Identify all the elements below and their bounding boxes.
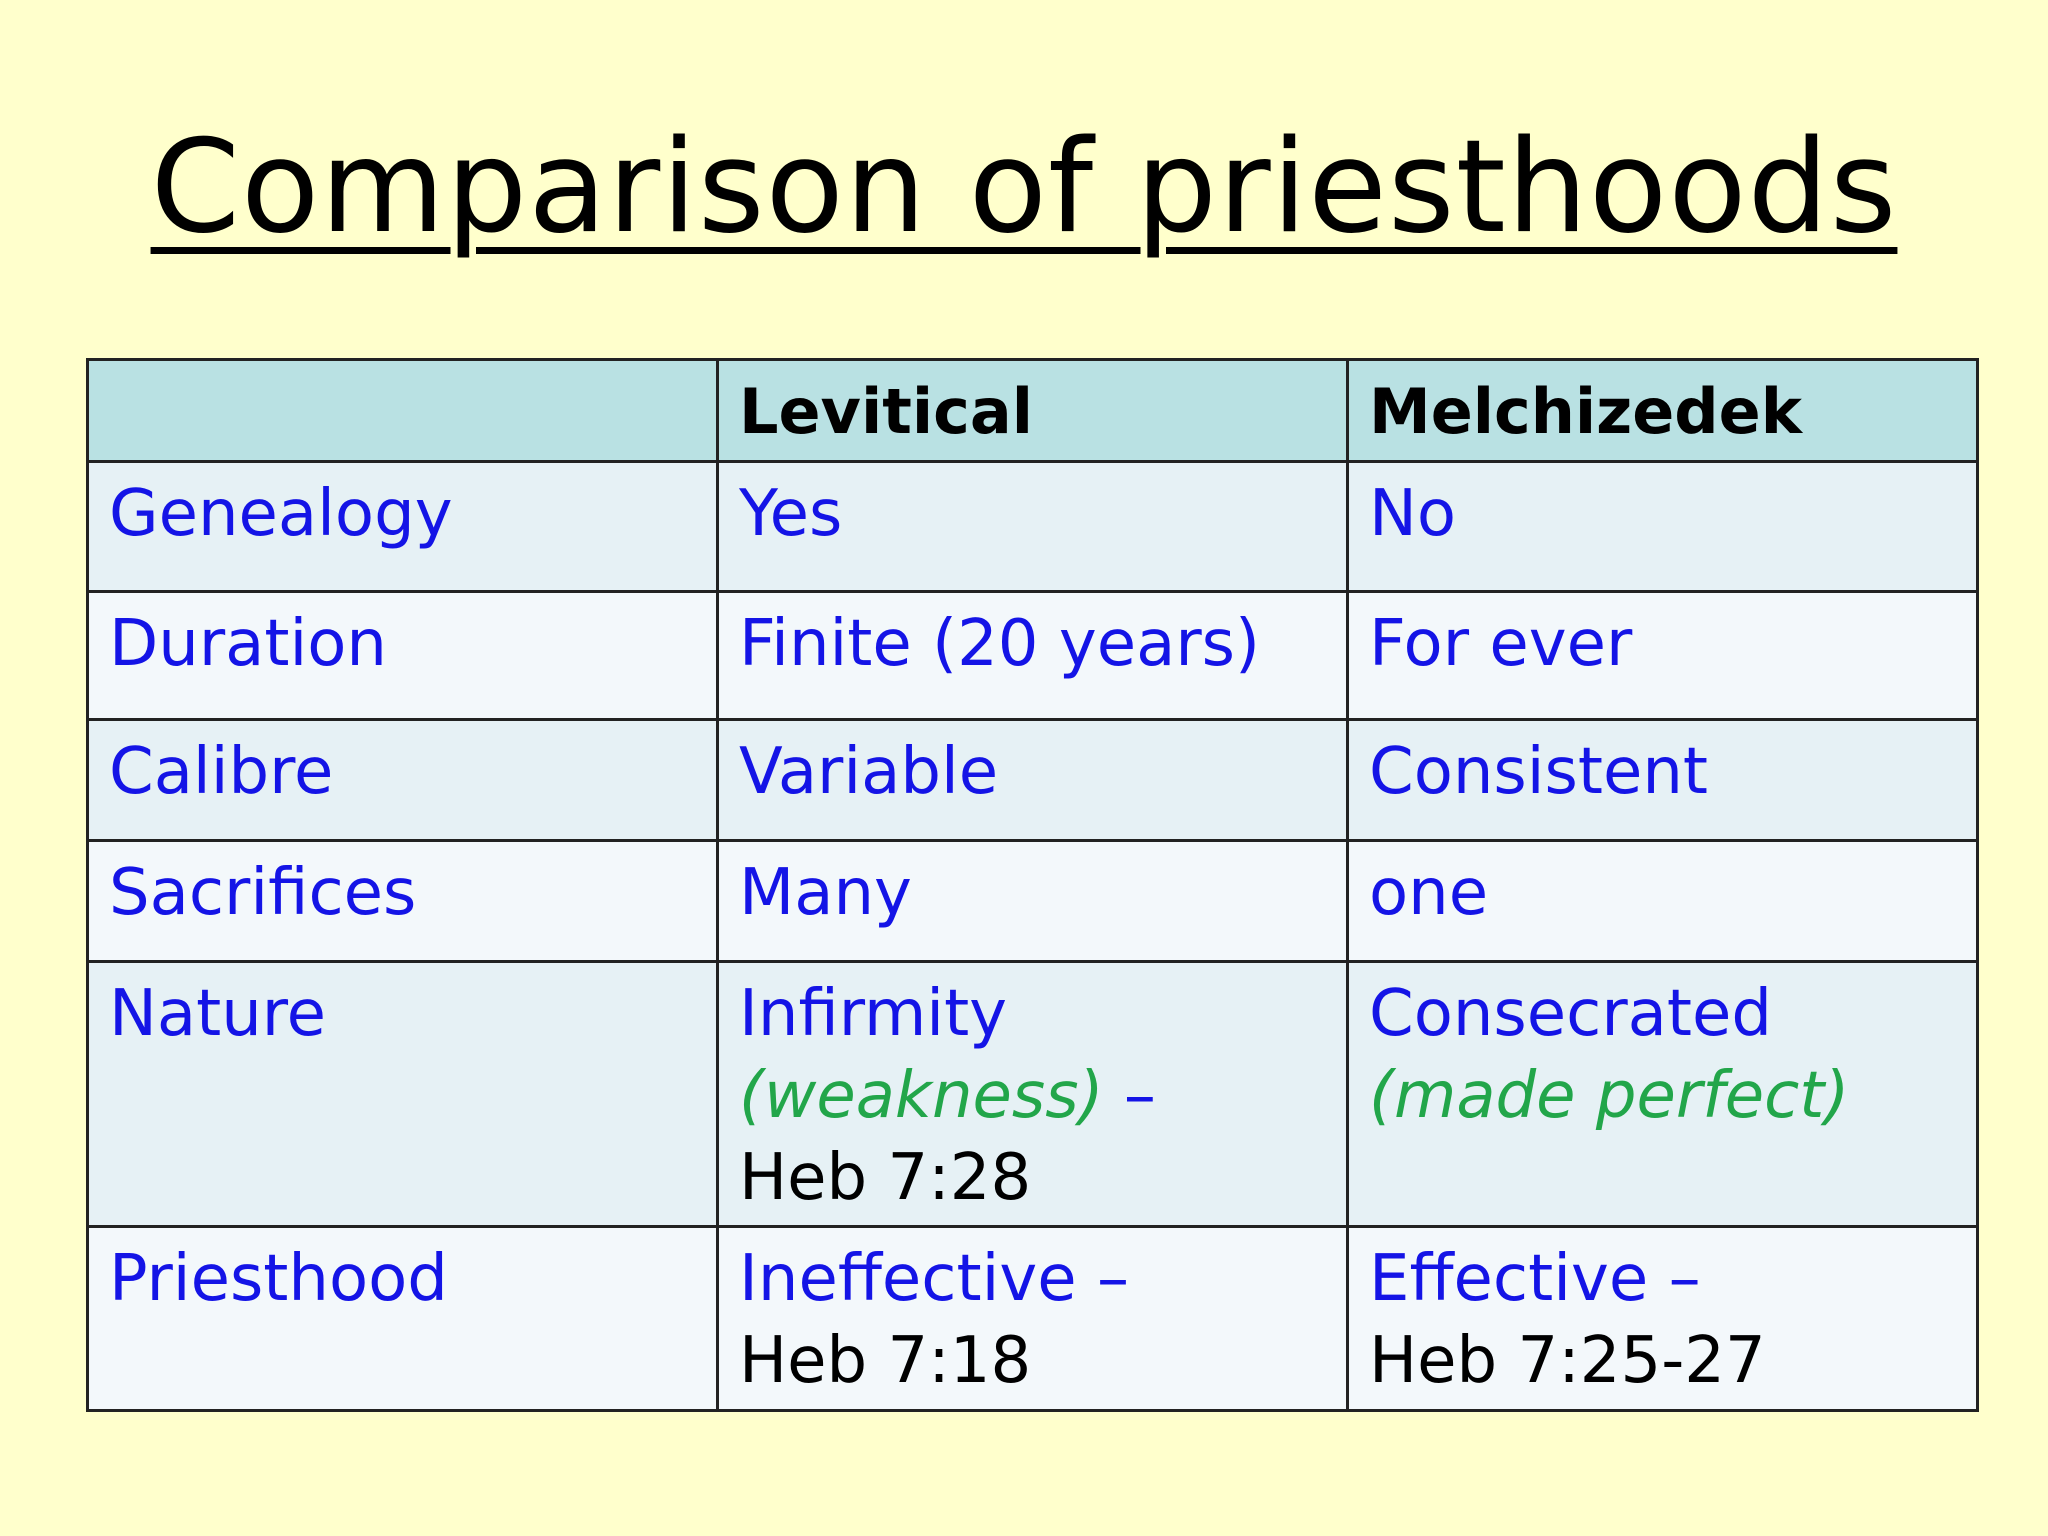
levitical-cell: Yes bbox=[716, 460, 1349, 593]
melchizedek-cell: Effective – Heb 7:25-27 bbox=[1346, 1225, 1979, 1412]
table-row-genealogy: Genealogy Yes No bbox=[86, 460, 1979, 593]
levitical-reference: Heb 7:18 bbox=[739, 1324, 1032, 1398]
row-label: Calibre bbox=[86, 718, 719, 842]
comparison-table: Levitical Melchizedek Genealogy Yes No D… bbox=[86, 358, 1979, 1412]
levitical-main-text: Infirmity bbox=[739, 977, 1008, 1051]
levitical-reference: Heb 7:28 bbox=[739, 1141, 1032, 1215]
slide-title: Comparison of priesthoods bbox=[0, 118, 2048, 258]
melchizedek-main-text: Effective – bbox=[1369, 1242, 1701, 1316]
table-row-sacrifices: Sacrifices Many one bbox=[86, 839, 1979, 963]
row-label: Genealogy bbox=[86, 460, 719, 593]
levitical-cell: Infirmity (weakness) – Heb 7:28 bbox=[716, 960, 1349, 1228]
levitical-cell: Variable bbox=[716, 718, 1349, 842]
levitical-note-text: (weakness) bbox=[739, 1059, 1104, 1133]
slide-title-text: Comparison of priesthoods bbox=[150, 113, 1898, 262]
levitical-cell: Many bbox=[716, 839, 1349, 963]
levitical-dash: – bbox=[1103, 1059, 1156, 1133]
melchizedek-main-text: Consecrated bbox=[1369, 977, 1772, 1051]
table-header-row: Levitical Melchizedek bbox=[86, 358, 1979, 463]
header-levitical: Levitical bbox=[716, 358, 1349, 463]
table-row-duration: Duration Finite (20 years) For ever bbox=[86, 590, 1979, 721]
header-empty-cell bbox=[86, 358, 719, 463]
melchizedek-cell: For ever bbox=[1346, 590, 1979, 721]
levitical-cell: Ineffective – Heb 7:18 bbox=[716, 1225, 1349, 1412]
levitical-main-text: Ineffective – bbox=[739, 1242, 1129, 1316]
melchizedek-reference: Heb 7:25-27 bbox=[1369, 1324, 1766, 1398]
melchizedek-cell: one bbox=[1346, 839, 1979, 963]
melchizedek-cell: Consistent bbox=[1346, 718, 1979, 842]
row-label: Duration bbox=[86, 590, 719, 721]
header-melchizedek: Melchizedek bbox=[1346, 358, 1979, 463]
table-row-nature: Nature Infirmity (weakness) – Heb 7:28 C… bbox=[86, 960, 1979, 1228]
table-row-priesthood: Priesthood Ineffective – Heb 7:18 Effect… bbox=[86, 1225, 1979, 1412]
melchizedek-note-text: (made perfect) bbox=[1369, 1059, 1850, 1133]
table-row-calibre: Calibre Variable Consistent bbox=[86, 718, 1979, 842]
levitical-cell: Finite (20 years) bbox=[716, 590, 1349, 721]
row-label: Nature bbox=[86, 960, 719, 1228]
melchizedek-cell: Consecrated (made perfect) bbox=[1346, 960, 1979, 1228]
melchizedek-cell: No bbox=[1346, 460, 1979, 593]
row-label: Priesthood bbox=[86, 1225, 719, 1412]
row-label: Sacrifices bbox=[86, 839, 719, 963]
levitical-note-line: (weakness) – bbox=[739, 1055, 1326, 1137]
